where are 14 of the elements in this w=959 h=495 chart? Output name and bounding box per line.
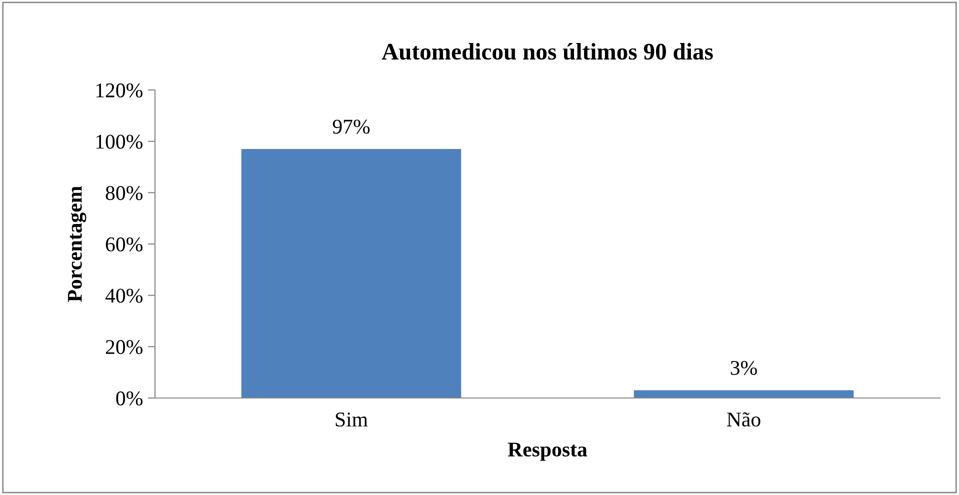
chart-title: Automedicou nos últimos 90 dias — [382, 43, 713, 60]
y-tick-label: 120% — [96, 83, 142, 98]
data-label: 3% — [730, 360, 757, 376]
x-tick-label: Sim — [336, 412, 368, 427]
y-tick-label: 100% — [96, 134, 142, 149]
x-axis-title: Resposta — [508, 442, 588, 461]
y-tick-label: 20% — [106, 340, 142, 354]
y-tick-label: 0% — [116, 391, 142, 406]
y-tick-label: 80% — [106, 186, 142, 200]
data-label: 97% — [332, 120, 370, 134]
y-tick-label: 40% — [105, 288, 142, 303]
y-tick-label: 60% — [106, 237, 142, 252]
x-tick-label: Não — [726, 412, 760, 427]
y-axis-title: Porcentagem — [68, 186, 86, 302]
